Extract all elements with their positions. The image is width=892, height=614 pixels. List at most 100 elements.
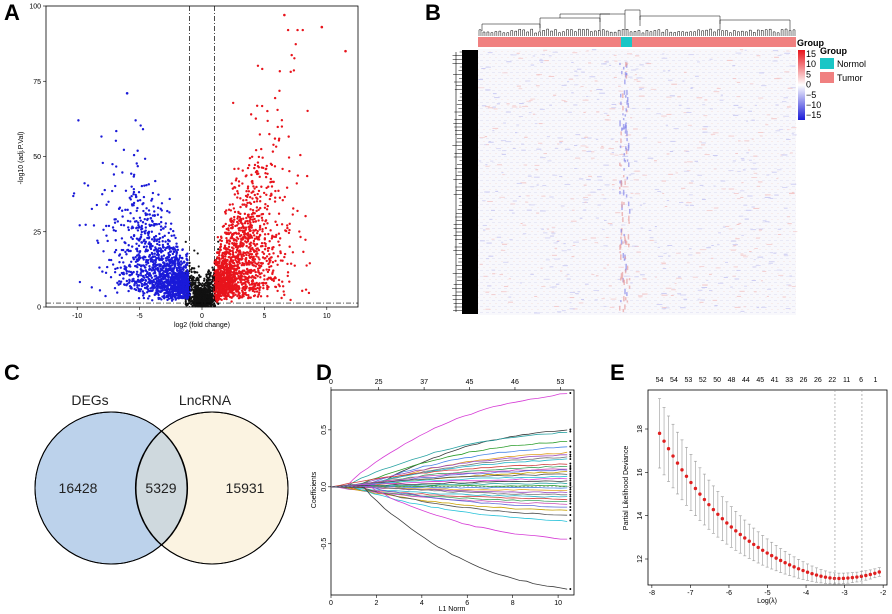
cv-top-tick: 22 bbox=[828, 377, 836, 384]
volcano-point-ns bbox=[200, 298, 203, 301]
volcano-point-down bbox=[187, 281, 191, 284]
volcano-point-down bbox=[172, 288, 176, 292]
volcano-point-down bbox=[159, 220, 163, 224]
volcano-point-up bbox=[226, 277, 229, 281]
volcano-point-ns bbox=[185, 272, 189, 275]
volcano-point-down bbox=[124, 268, 128, 271]
volcano-point-down bbox=[166, 292, 169, 295]
volcano-point-ns bbox=[205, 295, 208, 298]
volcano-point-up bbox=[254, 282, 257, 285]
volcano-point-up bbox=[258, 287, 261, 290]
volcano-point-up bbox=[236, 290, 239, 293]
volcano-point-up bbox=[236, 294, 239, 298]
volcano-point-up bbox=[258, 233, 262, 237]
volcano-point-down bbox=[170, 256, 174, 260]
volcano-point-down bbox=[169, 295, 173, 299]
volcano-point-up bbox=[262, 191, 266, 195]
volcano-point-up bbox=[237, 254, 240, 258]
volcano-point-ns bbox=[210, 296, 213, 299]
volcano-point-up bbox=[241, 182, 244, 185]
cv-point bbox=[841, 576, 846, 581]
volcano-point-down bbox=[113, 286, 117, 290]
volcano-point-ns bbox=[207, 288, 211, 291]
volcano-point-ns bbox=[189, 285, 192, 288]
volcano-point-down bbox=[152, 272, 155, 275]
volcano-point-down bbox=[163, 248, 167, 252]
volcano-point-ns bbox=[201, 296, 204, 299]
volcano-point-up bbox=[227, 280, 231, 283]
volcano-point-ns bbox=[195, 288, 199, 291]
volcano-point-up bbox=[257, 256, 260, 259]
volcano-point-ns bbox=[202, 288, 205, 291]
volcano-point-ns bbox=[197, 288, 201, 291]
volcano-point-up bbox=[223, 280, 226, 284]
volcano-point-up bbox=[253, 229, 256, 232]
volcano-point-down bbox=[173, 264, 177, 268]
volcano-point-down bbox=[114, 267, 117, 271]
volcano-point-up bbox=[241, 257, 244, 260]
volcano-point-down bbox=[142, 269, 145, 273]
volcano-point-ns bbox=[188, 281, 191, 284]
volcano-point-up bbox=[226, 283, 230, 286]
volcano-point-up bbox=[215, 271, 218, 274]
volcano-point-ns bbox=[196, 296, 199, 299]
volcano-point-down bbox=[137, 244, 141, 247]
volcano-point-up bbox=[243, 269, 246, 272]
volcano-point-ns bbox=[188, 302, 191, 305]
volcano-point-down bbox=[184, 286, 187, 289]
volcano-point-down bbox=[172, 272, 175, 275]
volcano-point-up bbox=[213, 279, 217, 282]
volcano-point-up bbox=[254, 287, 258, 291]
volcano-point-up bbox=[218, 264, 222, 268]
volcano-point-ns bbox=[198, 299, 201, 302]
volcano-point-ns bbox=[204, 298, 207, 301]
volcano-point-down bbox=[180, 273, 183, 276]
volcano-point-down bbox=[172, 281, 175, 284]
volcano-point-up bbox=[234, 288, 237, 291]
volcano-point-ns bbox=[184, 300, 187, 303]
volcano-point-ns bbox=[196, 303, 199, 306]
volcano-point-down bbox=[144, 278, 147, 282]
volcano-point-up bbox=[222, 259, 226, 262]
volcano-point-down bbox=[158, 270, 162, 273]
volcano-point-down bbox=[172, 267, 176, 270]
volcano-point-up bbox=[233, 271, 237, 275]
volcano-point-up bbox=[263, 241, 266, 245]
volcano-point-up bbox=[255, 254, 258, 258]
volcano-point-up bbox=[307, 291, 311, 295]
volcano-point-down bbox=[98, 266, 101, 269]
volcano-point-down bbox=[156, 282, 159, 286]
volcano-point-down bbox=[149, 242, 153, 246]
volcano-point-ns bbox=[197, 281, 200, 284]
volcano-point-ns bbox=[196, 288, 200, 291]
volcano-point-up bbox=[216, 251, 219, 254]
volcano-point-up bbox=[215, 285, 219, 288]
volcano-point-ns bbox=[184, 294, 187, 297]
volcano-point-down bbox=[141, 128, 145, 131]
volcano-point-up bbox=[217, 290, 220, 293]
volcano-point-down bbox=[135, 281, 138, 285]
volcano-point-down bbox=[179, 289, 183, 293]
volcano-point-up bbox=[225, 260, 228, 263]
volcano-point-ns bbox=[196, 302, 199, 305]
volcano-point-down bbox=[120, 237, 124, 240]
volcano-point-up bbox=[221, 266, 224, 270]
volcano-point-up bbox=[252, 220, 255, 224]
volcano-point-up bbox=[239, 221, 243, 224]
volcano-point-up bbox=[246, 201, 249, 205]
volcano-point-up bbox=[222, 265, 225, 268]
volcano-point-down bbox=[151, 267, 155, 270]
volcano-point-up bbox=[225, 283, 228, 286]
lasso-path-label: • bbox=[569, 476, 572, 483]
volcano-point-down bbox=[149, 257, 152, 261]
volcano-point-down bbox=[162, 294, 166, 297]
volcano-point-up bbox=[246, 166, 250, 170]
volcano-point-down bbox=[174, 272, 178, 275]
volcano-point-down bbox=[180, 281, 184, 285]
volcano-point-down bbox=[176, 278, 179, 281]
volcano-point-down bbox=[187, 282, 190, 285]
volcano-point-up bbox=[227, 239, 231, 242]
volcano-point-down bbox=[130, 185, 133, 188]
volcano-point-ns bbox=[199, 300, 202, 303]
volcano-point-ns bbox=[207, 290, 210, 293]
